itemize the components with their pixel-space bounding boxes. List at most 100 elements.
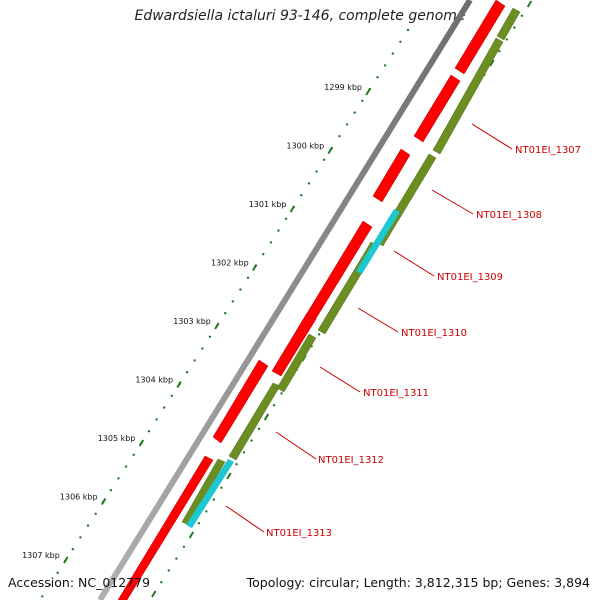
outer-minor-tick bbox=[212, 498, 216, 501]
gene-label: NT01EI_1310 bbox=[401, 328, 467, 339]
outer-major-tick bbox=[151, 590, 157, 598]
minor-tick bbox=[163, 406, 166, 409]
inner-tick-track: 1299 kbp 1300 kbp 1301 kbp 1302 kbp 1303 kbp… bbox=[22, 28, 410, 598]
kbp-label: 1304 kbp bbox=[135, 376, 173, 385]
major-tick bbox=[100, 497, 107, 506]
minor-tick bbox=[315, 170, 318, 173]
gene-label: NT01EI_1312 bbox=[318, 455, 384, 466]
minor-tick bbox=[269, 241, 273, 244]
outer-minor-tick bbox=[317, 333, 321, 336]
minor-tick bbox=[79, 536, 82, 539]
minor-tick bbox=[117, 477, 120, 480]
major-tick bbox=[63, 556, 69, 564]
major-tick bbox=[327, 146, 333, 155]
outer-minor-tick bbox=[513, 26, 516, 29]
minor-tick bbox=[201, 347, 204, 350]
outer-minor-tick bbox=[505, 38, 509, 41]
minor-tick bbox=[239, 288, 242, 291]
outer-minor-tick bbox=[175, 557, 178, 560]
minor-tick bbox=[262, 253, 265, 256]
gene-label: NT01EI_1309 bbox=[437, 272, 503, 283]
minor-tick bbox=[155, 418, 158, 421]
cyan-feature bbox=[356, 209, 400, 274]
minor-tick bbox=[170, 394, 173, 397]
minor-tick bbox=[300, 194, 303, 197]
gene-label: NT01EI_1311 bbox=[363, 388, 429, 399]
kbp-label: 1299 kbp bbox=[324, 83, 362, 92]
gene-label: NT01EI_1313 bbox=[266, 528, 332, 539]
outer-minor-tick bbox=[182, 545, 186, 548]
major-tick bbox=[176, 380, 182, 389]
minor-tick bbox=[71, 548, 75, 551]
minor-tick bbox=[185, 371, 189, 374]
genome-summary: Topology: circular; Length: 3,812,315 bp… bbox=[246, 575, 590, 590]
kbp-label: 1300 kbp bbox=[286, 142, 324, 151]
minor-tick bbox=[383, 64, 387, 67]
forward-gene bbox=[454, 0, 506, 75]
outer-major-tick bbox=[188, 531, 195, 539]
kbp-label: 1306 kbp bbox=[60, 493, 98, 502]
kbp-label: 1301 kbp bbox=[249, 200, 287, 209]
minor-tick bbox=[208, 335, 212, 338]
map-title: Edwardsiella ictaluri 93-146, complete g… bbox=[134, 8, 466, 24]
leader-line bbox=[225, 505, 265, 533]
outer-major-tick bbox=[526, 0, 533, 8]
minor-tick bbox=[94, 512, 97, 515]
minor-tick bbox=[147, 430, 151, 433]
minor-tick bbox=[56, 571, 59, 574]
major-tick bbox=[252, 263, 258, 272]
outer-minor-tick bbox=[250, 439, 253, 442]
backbone bbox=[97, 0, 473, 600]
minor-tick bbox=[132, 453, 135, 456]
outer-minor-tick bbox=[242, 451, 246, 454]
leader-line bbox=[471, 123, 513, 150]
outer-minor-tick bbox=[235, 463, 238, 466]
outer-major-tick bbox=[226, 472, 232, 480]
minor-tick bbox=[231, 300, 234, 303]
minor-tick bbox=[345, 123, 349, 126]
kbp-label: 1303 kbp bbox=[173, 317, 211, 326]
gene-label: NT01EI_1308 bbox=[476, 210, 542, 221]
outer-minor-tick bbox=[280, 392, 283, 395]
minor-tick bbox=[338, 135, 341, 138]
accession-label: Accession: NC_012779 bbox=[8, 575, 151, 590]
outer-minor-tick bbox=[197, 522, 201, 525]
leader-line bbox=[393, 250, 435, 277]
minor-tick bbox=[323, 158, 326, 161]
reverse-gene bbox=[276, 333, 317, 393]
minor-tick bbox=[109, 489, 113, 492]
outer-minor-tick bbox=[257, 427, 261, 430]
outer-minor-tick bbox=[272, 404, 276, 407]
minor-tick bbox=[284, 217, 288, 220]
forward-gene bbox=[117, 455, 214, 600]
outer-minor-tick bbox=[520, 14, 524, 17]
minor-tick bbox=[307, 182, 311, 185]
minor-tick bbox=[277, 229, 280, 232]
reverse-gene bbox=[432, 37, 504, 155]
outer-major-tick bbox=[489, 59, 495, 67]
major-tick bbox=[214, 322, 220, 330]
kbp-label: 1305 kbp bbox=[98, 434, 136, 443]
leader-line bbox=[431, 189, 474, 215]
forward-gene bbox=[413, 74, 461, 143]
kbp-label: 1307 kbp bbox=[22, 551, 60, 560]
major-tick bbox=[138, 439, 145, 447]
gene-label: NT01EI_1307 bbox=[515, 145, 581, 156]
label-leaders bbox=[225, 123, 513, 533]
reverse-gene bbox=[496, 7, 521, 41]
major-tick bbox=[289, 205, 296, 213]
outer-minor-tick bbox=[167, 569, 170, 572]
forward-gene bbox=[372, 148, 411, 203]
misc-features bbox=[186, 209, 400, 528]
minor-tick bbox=[86, 524, 90, 527]
kbp-label: 1302 kbp bbox=[211, 259, 249, 268]
outer-major-tick bbox=[263, 413, 270, 421]
forward-strand-genes bbox=[117, 0, 506, 600]
outer-minor-tick bbox=[205, 510, 208, 513]
outer-minor-tick bbox=[498, 50, 501, 53]
minor-tick bbox=[124, 465, 128, 468]
outer-minor-tick bbox=[160, 581, 163, 584]
minor-tick bbox=[391, 52, 394, 55]
